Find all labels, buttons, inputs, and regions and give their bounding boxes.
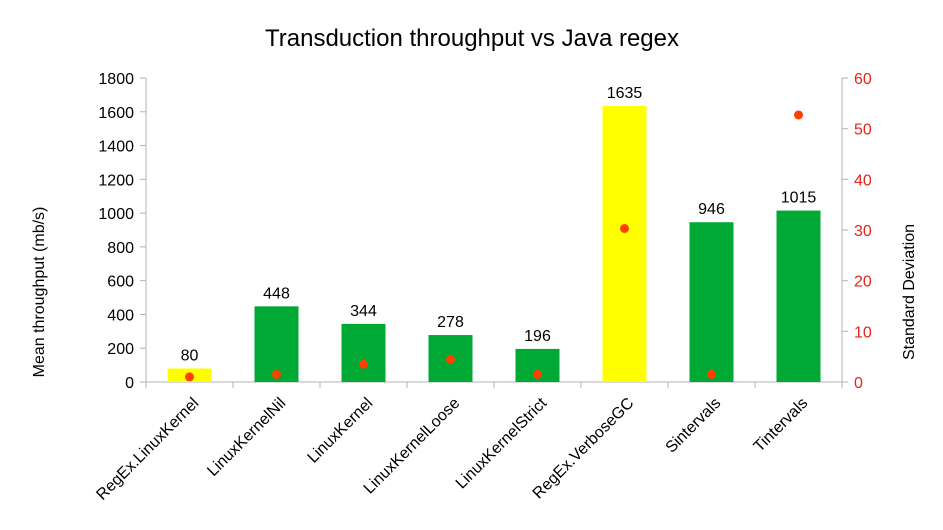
std-dev-point [533,369,542,379]
data-label: 196 [524,328,551,345]
y-tick-label: 0 [125,375,134,392]
data-label: 344 [350,303,377,320]
y-tick-label: 1600 [98,105,134,122]
y2-tick-label: 10 [854,324,872,341]
category-label: RegEx.LinuxKernel [93,395,202,504]
y-tick-label: 1000 [98,206,134,223]
bar [689,222,734,382]
data-label: 1015 [781,190,817,207]
y2-tick-label: 60 [854,71,872,88]
std-dev-point [185,372,194,382]
bar [341,323,386,382]
std-dev-point [272,369,281,379]
data-label: 80 [181,347,199,364]
category-label: Sintervals [663,395,725,457]
bar [602,105,647,382]
y2-tick-label: 20 [854,274,872,291]
y2-tick-label: 0 [854,375,863,392]
y2-axis-title: Standard Deviation [901,224,918,360]
bar [254,306,299,382]
std-dev-point [794,110,803,120]
std-dev-point [446,354,455,364]
category-label: Tintervals [751,395,812,456]
data-label: 1635 [607,85,643,102]
y-tick-label: 1200 [98,172,134,189]
data-label: 448 [263,285,290,302]
y-tick-label: 400 [107,307,134,324]
y-axis-title: Mean throughput (mb/s) [31,207,48,378]
data-label: 278 [437,314,464,331]
data-label: 946 [698,201,725,218]
y2-tick-label: 30 [854,223,872,240]
category-label: LinuxKernelLoose [361,395,464,498]
std-dev-point [707,369,716,379]
y2-tick-label: 50 [854,122,872,139]
y-tick-label: 800 [107,240,134,257]
bar [776,210,821,382]
y2-tick-label: 40 [854,172,872,189]
category-label: LinuxKernelNil [204,395,289,480]
category-label: LinuxKernelStrict [453,394,551,492]
std-dev-point [359,359,368,369]
y-tick-label: 1800 [98,71,134,88]
category-label: LinuxKernel [305,395,377,467]
std-dev-point [620,223,629,233]
y-tick-label: 1400 [98,139,134,156]
chart-title: Transduction throughput vs Java regex [265,25,679,52]
plot-area: 0 200 400 600 800 1000 1200 1400 1600 1800 0 10 20 30… [93,71,871,504]
y-tick-label: 600 [107,274,134,291]
y-tick-label: 200 [107,341,134,358]
